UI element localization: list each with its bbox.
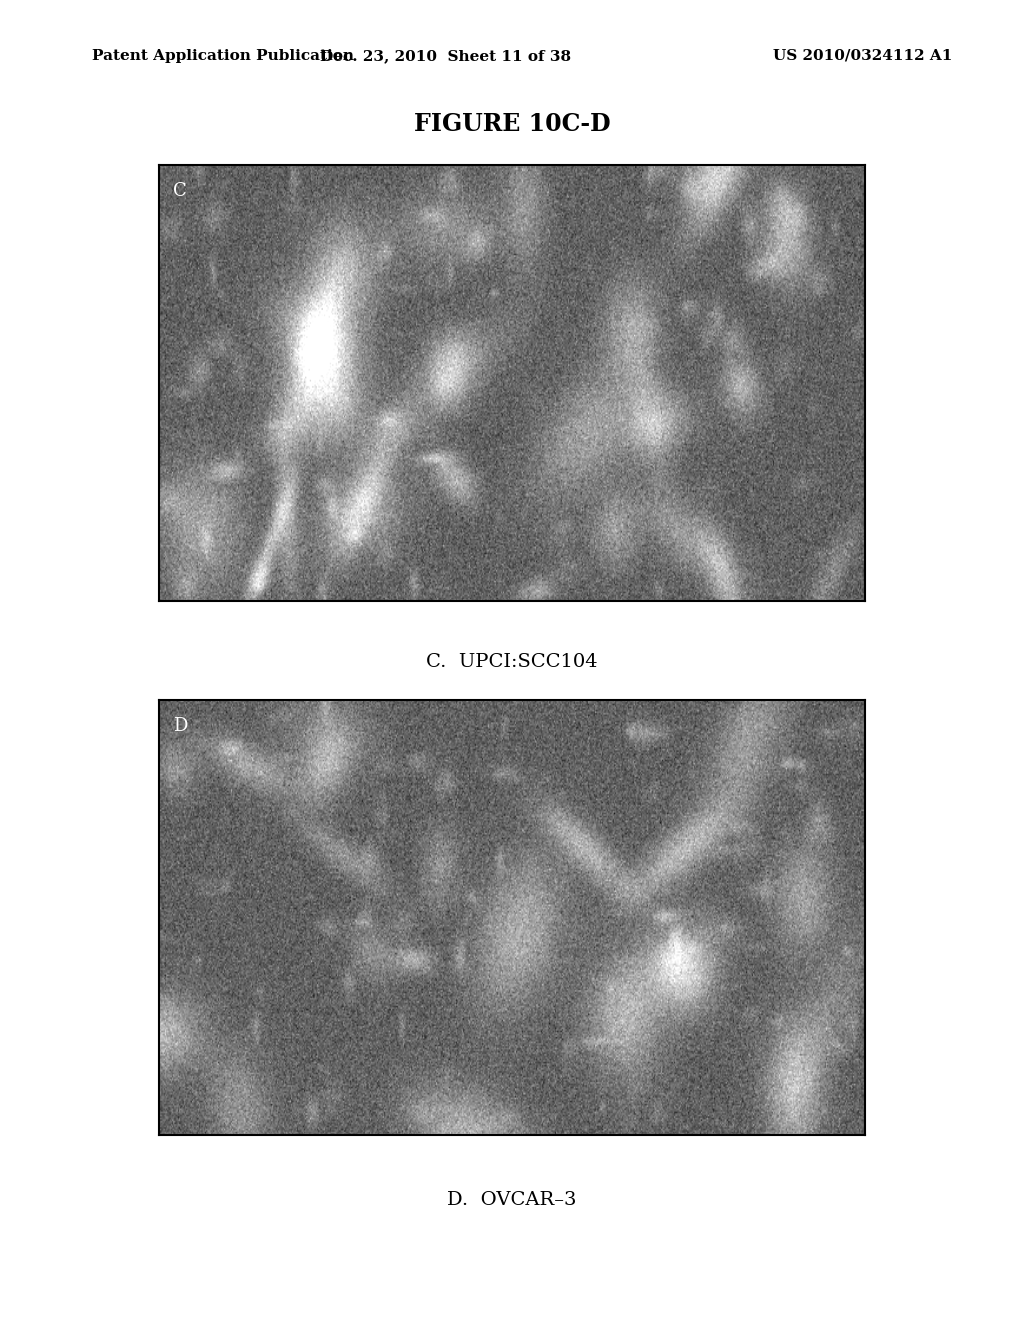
Text: US 2010/0324112 A1: US 2010/0324112 A1 [773, 49, 952, 63]
Text: FIGURE 10C-D: FIGURE 10C-D [414, 112, 610, 136]
Text: Dec. 23, 2010  Sheet 11 of 38: Dec. 23, 2010 Sheet 11 of 38 [319, 49, 571, 63]
Text: D.  OVCAR–3: D. OVCAR–3 [447, 1191, 577, 1209]
Text: C: C [173, 182, 186, 201]
Text: C.  UPCI:SCC104: C. UPCI:SCC104 [426, 653, 598, 672]
Text: Patent Application Publication: Patent Application Publication [92, 49, 354, 63]
Text: D: D [173, 717, 187, 735]
